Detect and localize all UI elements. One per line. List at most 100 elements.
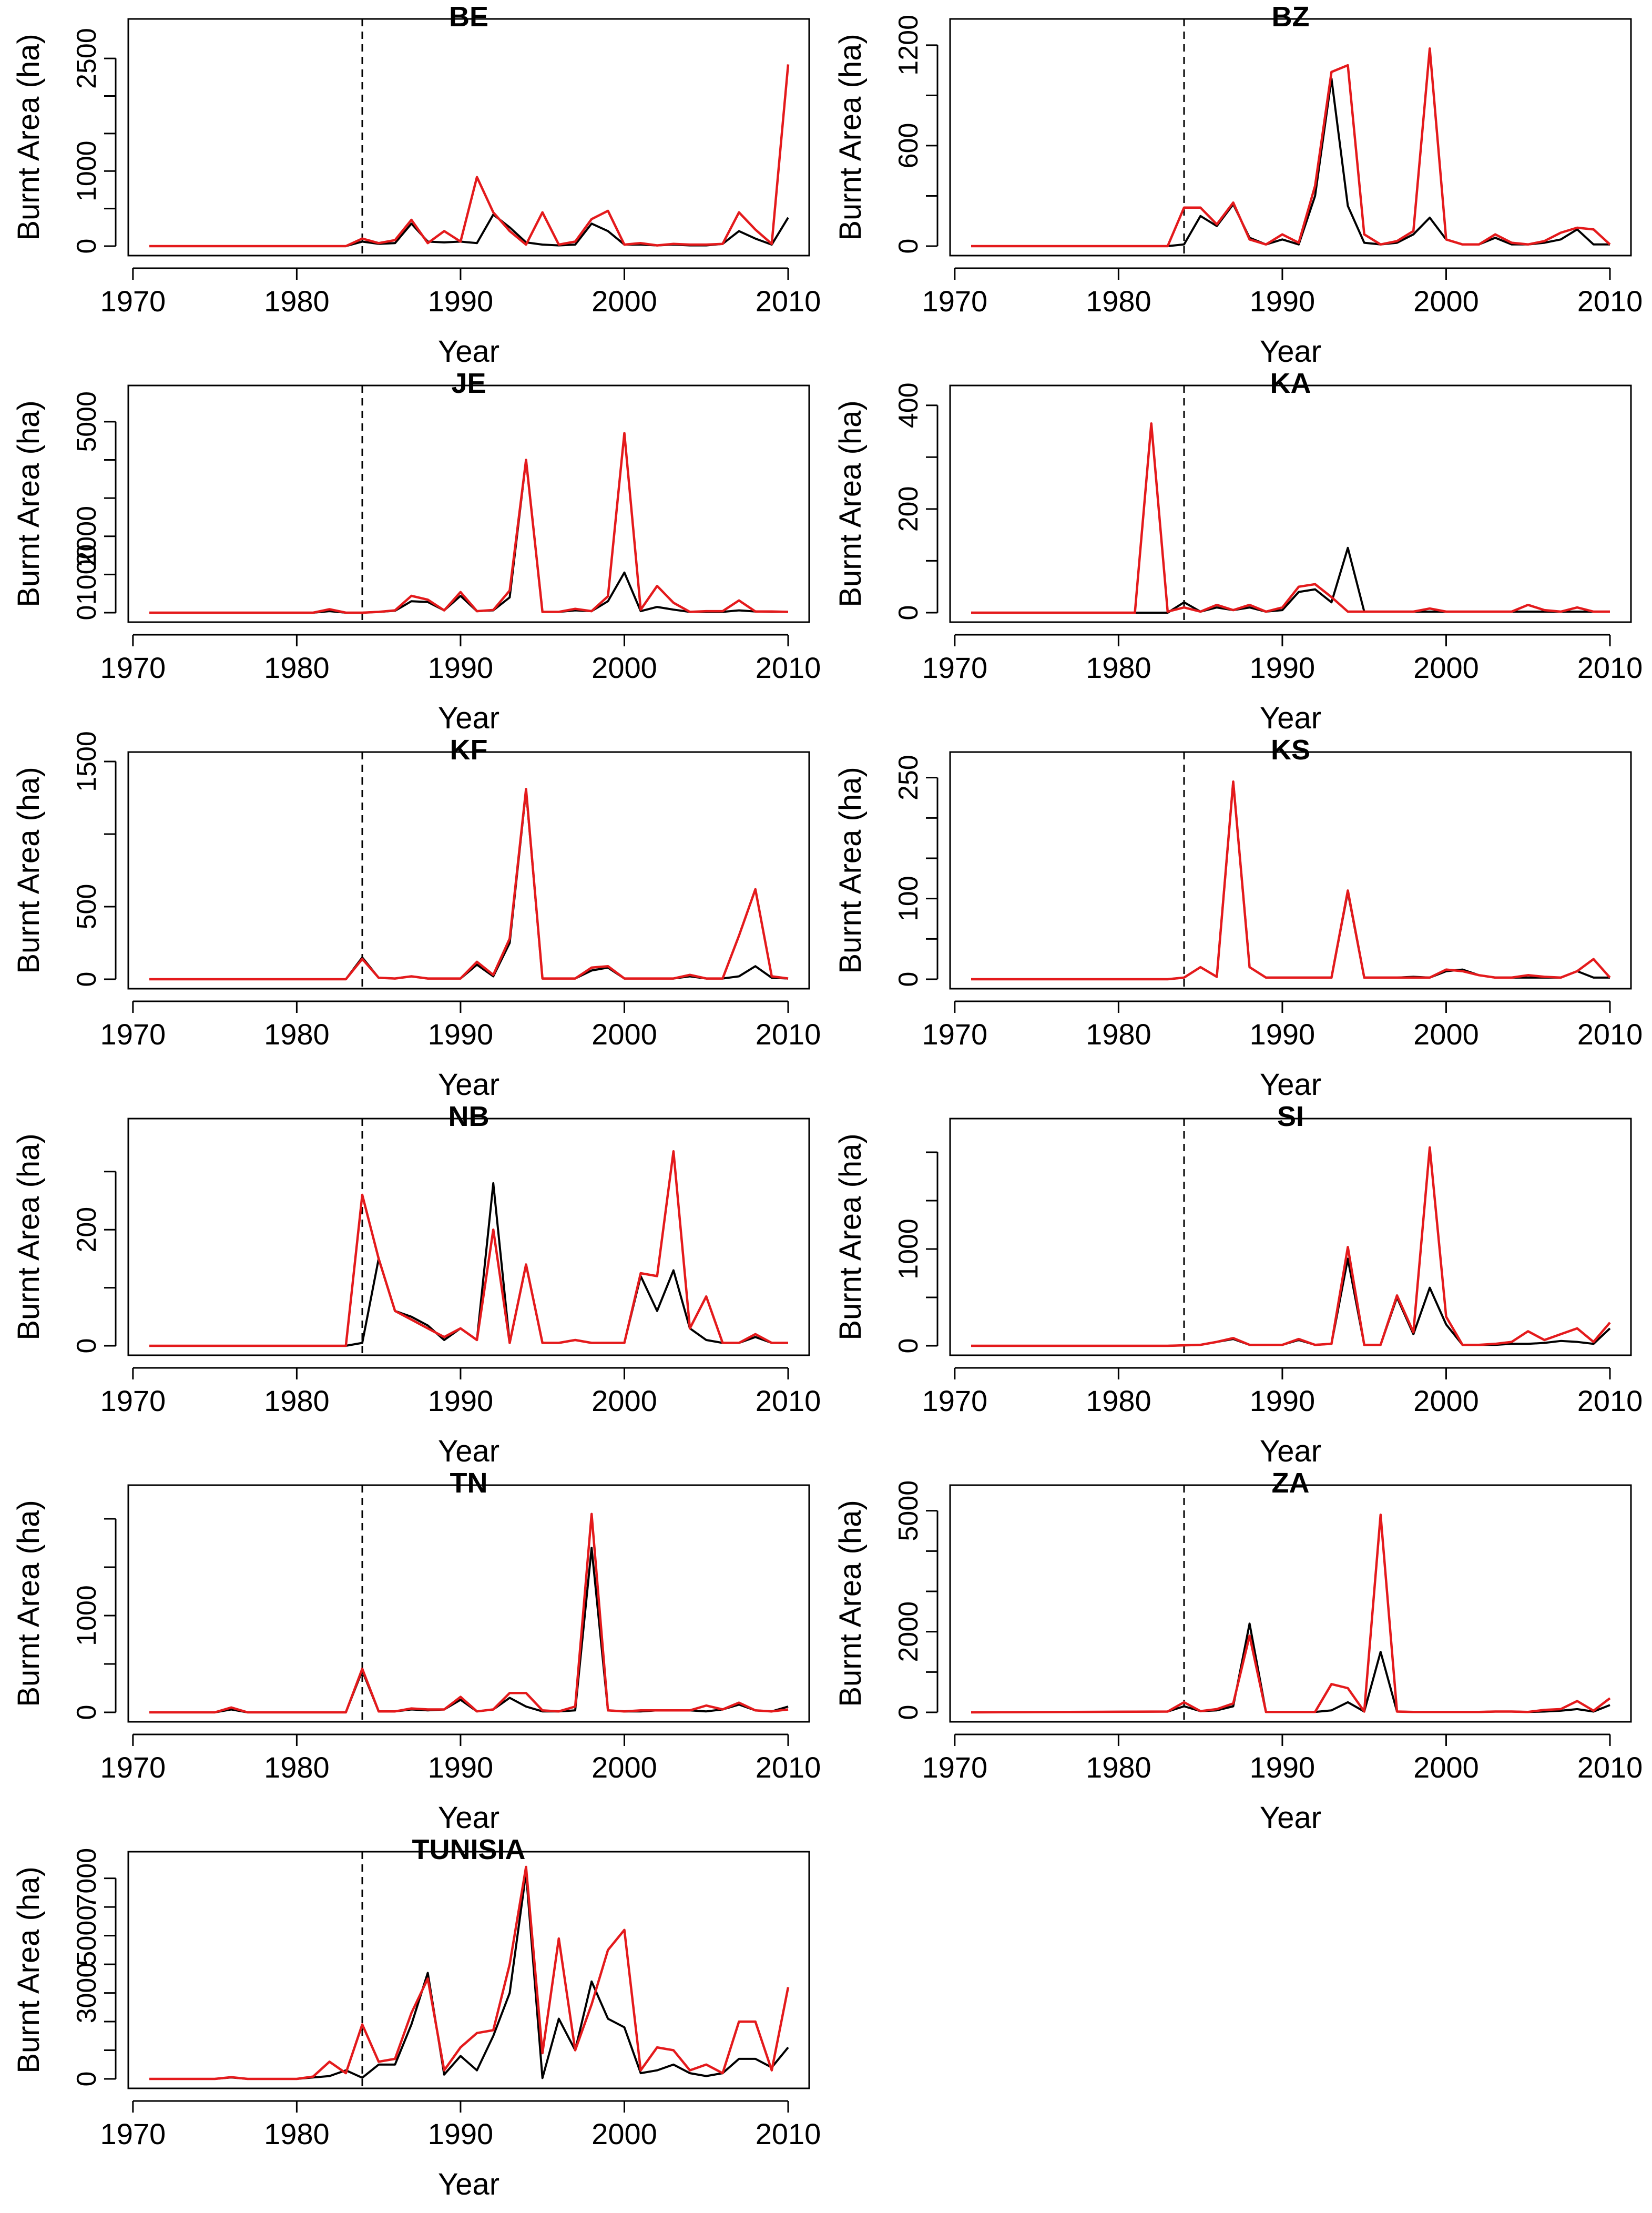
- x-tick-label: 1990: [1250, 1384, 1316, 1417]
- x-axis-label: Year: [438, 701, 499, 735]
- x-tick-label: 2000: [592, 285, 657, 318]
- y-tick-label: 100: [893, 876, 924, 921]
- x-tick-label: 2010: [1577, 1018, 1643, 1051]
- y-axis-label: Burnt Area (ha): [12, 767, 46, 973]
- panel-tn: TN 1970 1980 1990 2000 2010 Year 0 1000 Burnt Are…: [12, 1467, 821, 1835]
- y-tick-label: 0: [893, 972, 924, 987]
- y-tick-label: 0: [72, 972, 102, 987]
- x-tick-label: 2010: [756, 651, 821, 684]
- plot-frame: [949, 384, 1632, 623]
- y-axis-label: Burnt Area (ha): [12, 34, 46, 240]
- panel-kf: KF 1970 1980 1990 2000 2010 Year 0 500 1500 Burnt …: [12, 731, 821, 1102]
- y-tick-label: 0: [893, 239, 924, 254]
- y-axis-label: Burnt Area (ha): [12, 1133, 46, 1340]
- x-tick-label: 1990: [428, 1384, 494, 1417]
- series-line-black: [149, 789, 789, 980]
- x-tick-label: 2000: [592, 1751, 657, 1784]
- x-tick-label: 1990: [428, 285, 494, 318]
- y-tick-label: 0: [72, 2072, 102, 2087]
- chart-title: ZA: [1272, 1467, 1310, 1499]
- x-tick-label: 1970: [922, 1751, 988, 1784]
- plot-frame: [127, 384, 810, 623]
- x-tick-label: 2000: [592, 2117, 657, 2150]
- x-tick-label: 1980: [1086, 651, 1151, 684]
- x-tick-label: 1970: [100, 2117, 166, 2150]
- x-tick-label: 1990: [428, 651, 494, 684]
- y-tick-label: 5000: [893, 1480, 924, 1541]
- y-tick-label: 400: [893, 382, 924, 428]
- x-tick-label: 1970: [922, 1384, 988, 1417]
- x-tick-label: 2000: [1413, 1751, 1479, 1784]
- series-line-red: [971, 1514, 1611, 1714]
- y-tick-label: 0: [72, 1338, 102, 1354]
- x-tick-label: 1980: [264, 651, 330, 684]
- x-tick-label: 1980: [264, 2117, 330, 2150]
- y-tick-label: 0: [893, 605, 924, 621]
- series-line-black: [971, 77, 1610, 247]
- x-tick-label: 2010: [756, 285, 821, 318]
- x-tick-label: 1970: [922, 285, 988, 318]
- chart-title: BE: [449, 1, 488, 33]
- series-line-black: [149, 214, 789, 247]
- x-tick-label: 1970: [922, 1018, 988, 1051]
- x-axis-label: Year: [1260, 701, 1321, 735]
- x-tick-label: 1970: [100, 651, 166, 684]
- y-axis-label: Burnt Area (ha): [12, 1500, 46, 1707]
- y-tick-label: 0: [893, 1338, 924, 1354]
- x-tick-label: 2000: [1413, 1018, 1479, 1051]
- x-axis-label: Year: [1260, 1801, 1321, 1835]
- x-tick-label: 1980: [264, 285, 330, 318]
- x-tick-label: 2000: [592, 1018, 657, 1051]
- x-tick-label: 2010: [756, 1018, 821, 1051]
- chart-title: KA: [1270, 368, 1311, 399]
- x-axis-label: Year: [1260, 1434, 1321, 1468]
- plot-frame: [949, 1118, 1632, 1356]
- y-tick-label: 7000: [72, 1848, 102, 1909]
- y-tick-label: 0: [72, 605, 102, 621]
- x-tick-label: 1990: [1250, 1018, 1316, 1051]
- x-tick-label: 1990: [1250, 651, 1316, 684]
- chart-title: SI: [1277, 1101, 1304, 1132]
- x-tick-label: 1980: [1086, 285, 1151, 318]
- x-tick-label: 2000: [592, 1384, 657, 1417]
- y-tick-label: 0: [893, 1705, 924, 1720]
- x-axis-label: Year: [438, 334, 499, 369]
- panel-ks: KS 1970 1980 1990 2000 2010 Year 0 100 250 Burnt A…: [833, 734, 1643, 1102]
- y-tick-label: 1200: [893, 15, 924, 76]
- series-line-red: [149, 64, 790, 248]
- series-line-red: [149, 788, 789, 981]
- plot-frame: [127, 1851, 810, 2089]
- y-tick-label: 1000: [72, 140, 102, 201]
- x-tick-label: 2010: [1577, 1751, 1643, 1784]
- y-axis-label: Burnt Area (ha): [833, 1133, 868, 1340]
- y-axis-label: Burnt Area (ha): [833, 1500, 868, 1707]
- y-tick-label: 2000: [893, 1601, 924, 1662]
- series-line-black: [149, 459, 788, 614]
- series-line-red: [149, 1865, 790, 2080]
- series-line-black: [971, 780, 1610, 980]
- x-tick-label: 1980: [1086, 1384, 1151, 1417]
- plot-frame: [127, 18, 810, 257]
- x-tick-label: 2010: [756, 1751, 821, 1784]
- y-tick-label: 0: [72, 239, 102, 254]
- chart-title: JE: [451, 368, 486, 399]
- x-tick-label: 2000: [1413, 1384, 1479, 1417]
- panel-si: SI 1970 1980 1990 2000 2010 Year 0 1000 Burnt Are…: [833, 1101, 1643, 1468]
- series-line-black: [149, 1871, 789, 2080]
- chart-title: NB: [448, 1101, 490, 1132]
- y-axis-label: Burnt Area (ha): [12, 400, 46, 607]
- y-axis-label: Burnt Area (ha): [833, 34, 868, 240]
- x-tick-label: 1980: [264, 1384, 330, 1417]
- x-tick-label: 1980: [1086, 1751, 1151, 1784]
- x-tick-label: 1970: [100, 1384, 166, 1417]
- x-tick-label: 2010: [756, 1384, 821, 1417]
- plot-frame: [949, 18, 1632, 257]
- x-tick-label: 2000: [592, 651, 657, 684]
- x-tick-label: 1990: [428, 1018, 494, 1051]
- y-axis-label: Burnt Area (ha): [12, 1866, 46, 2073]
- x-tick-label: 1970: [100, 1751, 166, 1784]
- chart-title: BZ: [1272, 1, 1310, 33]
- panel-tunisia: TUNISIA 1970 1980 1990 2000 2010 Year 0 30005000…: [12, 1834, 821, 2201]
- y-tick-label: 250: [893, 755, 924, 800]
